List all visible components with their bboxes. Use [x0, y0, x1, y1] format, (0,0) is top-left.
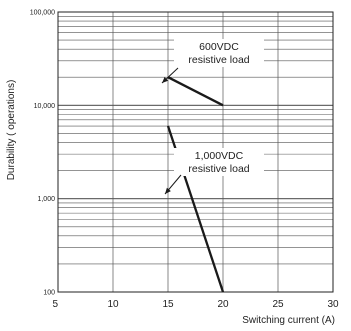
x-tick-label: 20: [217, 299, 229, 310]
x-axis-ticks: 5 10 15 20 25 30: [52, 299, 339, 310]
y-tick-label: 1,000: [37, 196, 55, 203]
annotation-text: 1,000VDC: [195, 150, 244, 162]
y-axis-title: Durability ( operations): [6, 80, 17, 181]
annotation-text: 600VDC: [199, 41, 239, 53]
x-tick-label: 30: [327, 299, 339, 310]
x-tick-label: 15: [162, 299, 174, 310]
y-tick-label: 100: [43, 290, 55, 297]
y-axis-ticks: 100 1,000 10,000 100,000: [30, 10, 55, 297]
annotation-background: [174, 39, 264, 67]
annotation-background: [174, 148, 264, 176]
series-line: [167, 76, 224, 107]
annotation-text: resistive load: [188, 54, 249, 66]
plot-frame: [57, 11, 334, 293]
x-tick-label: 5: [52, 299, 58, 310]
y-tick-label: 100,000: [30, 10, 55, 17]
x-axis-title: Switching current (A): [242, 315, 335, 326]
x-tick-label: 25: [272, 299, 284, 310]
y-tick-label: 10,000: [34, 103, 56, 110]
arrowhead-icon: [165, 187, 171, 194]
arrowhead-icon: [162, 76, 169, 83]
x-tick-label: 10: [107, 299, 119, 310]
annotation-text: resistive load: [188, 163, 249, 175]
